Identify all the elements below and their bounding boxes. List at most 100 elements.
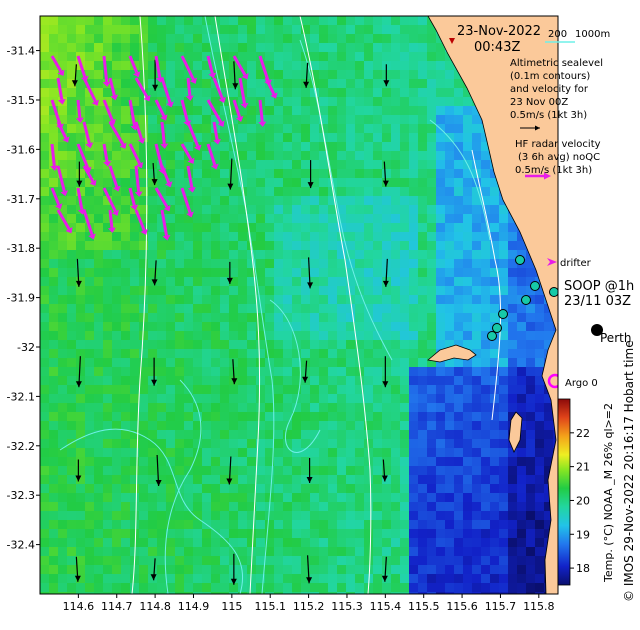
sst-cell (130, 592, 139, 594)
sst-cell (535, 484, 544, 493)
sst-cell (121, 475, 130, 484)
sst-cell (202, 169, 211, 178)
sst-cell (85, 457, 94, 466)
sst-cell (373, 70, 382, 79)
sst-cell (526, 457, 535, 466)
sst-cell (211, 547, 220, 556)
sst-cell (292, 205, 301, 214)
sst-cell (364, 25, 373, 34)
sst-cell (40, 475, 49, 484)
sst-cell (256, 367, 265, 376)
sst-cell (472, 502, 481, 511)
hf-radar-vector-head (187, 157, 195, 164)
sst-cell (112, 304, 121, 313)
sst-cell (166, 322, 175, 331)
sst-cell (112, 133, 121, 142)
sst-cell (58, 151, 67, 160)
sst-cell (49, 376, 58, 385)
sst-cell (40, 484, 49, 493)
sst-cell (355, 277, 364, 286)
sst-cell (310, 241, 319, 250)
sst-cell (364, 376, 373, 385)
sst-cell (220, 421, 229, 430)
sst-cell (139, 547, 148, 556)
sst-cell (472, 304, 481, 313)
sst-cell (310, 196, 319, 205)
sst-cell (220, 223, 229, 232)
sst-cell (139, 250, 148, 259)
sst-cell (382, 592, 391, 594)
sst-cell (292, 277, 301, 286)
sst-cell (94, 484, 103, 493)
sst-cell (283, 484, 292, 493)
sst-cell (175, 466, 184, 475)
sst-cell (265, 340, 274, 349)
sst-cell (319, 331, 328, 340)
sst-cell (355, 574, 364, 583)
sst-cell (517, 304, 526, 313)
y-tick-label: -32.2 (7, 440, 35, 453)
sst-cell (247, 223, 256, 232)
sst-cell (328, 115, 337, 124)
sst-cell (238, 160, 247, 169)
sst-cell (40, 430, 49, 439)
sst-cell (427, 466, 436, 475)
sst-cell (175, 79, 184, 88)
sst-cell (94, 430, 103, 439)
sst-cell (148, 268, 157, 277)
sst-cell (85, 358, 94, 367)
sst-cell (454, 421, 463, 430)
sst-cell (40, 259, 49, 268)
sst-cell (184, 349, 193, 358)
sst-cell (373, 367, 382, 376)
sst-cell (229, 511, 238, 520)
sst-cell (274, 241, 283, 250)
sst-cell (346, 385, 355, 394)
sst-cell (94, 295, 103, 304)
hf-radar-vector (102, 55, 109, 83)
sst-cell (328, 484, 337, 493)
sst-cell (463, 295, 472, 304)
sst-cell (94, 412, 103, 421)
sst-cell (229, 142, 238, 151)
sst-cell (49, 367, 58, 376)
sst-cell (265, 412, 274, 421)
sst-cell (427, 493, 436, 502)
sst-cell (499, 484, 508, 493)
sst-cell (364, 295, 373, 304)
sst-cell (238, 313, 247, 322)
sst-cell (310, 592, 319, 594)
sst-cell (526, 538, 535, 547)
sst-cell (427, 61, 436, 70)
sst-cell (418, 151, 427, 160)
sst-cell (310, 295, 319, 304)
sst-cell (148, 313, 157, 322)
sst-cell (247, 25, 256, 34)
sst-cell (148, 214, 157, 223)
sst-cell (256, 529, 265, 538)
sst-cell (526, 268, 535, 277)
sst-cell (148, 61, 157, 70)
sst-cell (346, 187, 355, 196)
sst-cell (346, 106, 355, 115)
sst-cell (112, 502, 121, 511)
sst-cell (400, 574, 409, 583)
sst-cell (112, 367, 121, 376)
sst-cell (139, 268, 148, 277)
sst-cell (418, 475, 427, 484)
sst-cell (301, 574, 310, 583)
sst-cell (211, 232, 220, 241)
sst-cell (274, 439, 283, 448)
sst-cell (121, 547, 130, 556)
sst-cell (463, 223, 472, 232)
hf-radar-vector-head (186, 211, 194, 218)
sst-cell (328, 223, 337, 232)
sst-cell (202, 457, 211, 466)
sst-cell (535, 565, 544, 574)
sst-cell (310, 538, 319, 547)
sst-cell (499, 547, 508, 556)
sst-cell (301, 169, 310, 178)
sst-cell (391, 547, 400, 556)
sst-cell (337, 511, 346, 520)
sst-cell (202, 529, 211, 538)
